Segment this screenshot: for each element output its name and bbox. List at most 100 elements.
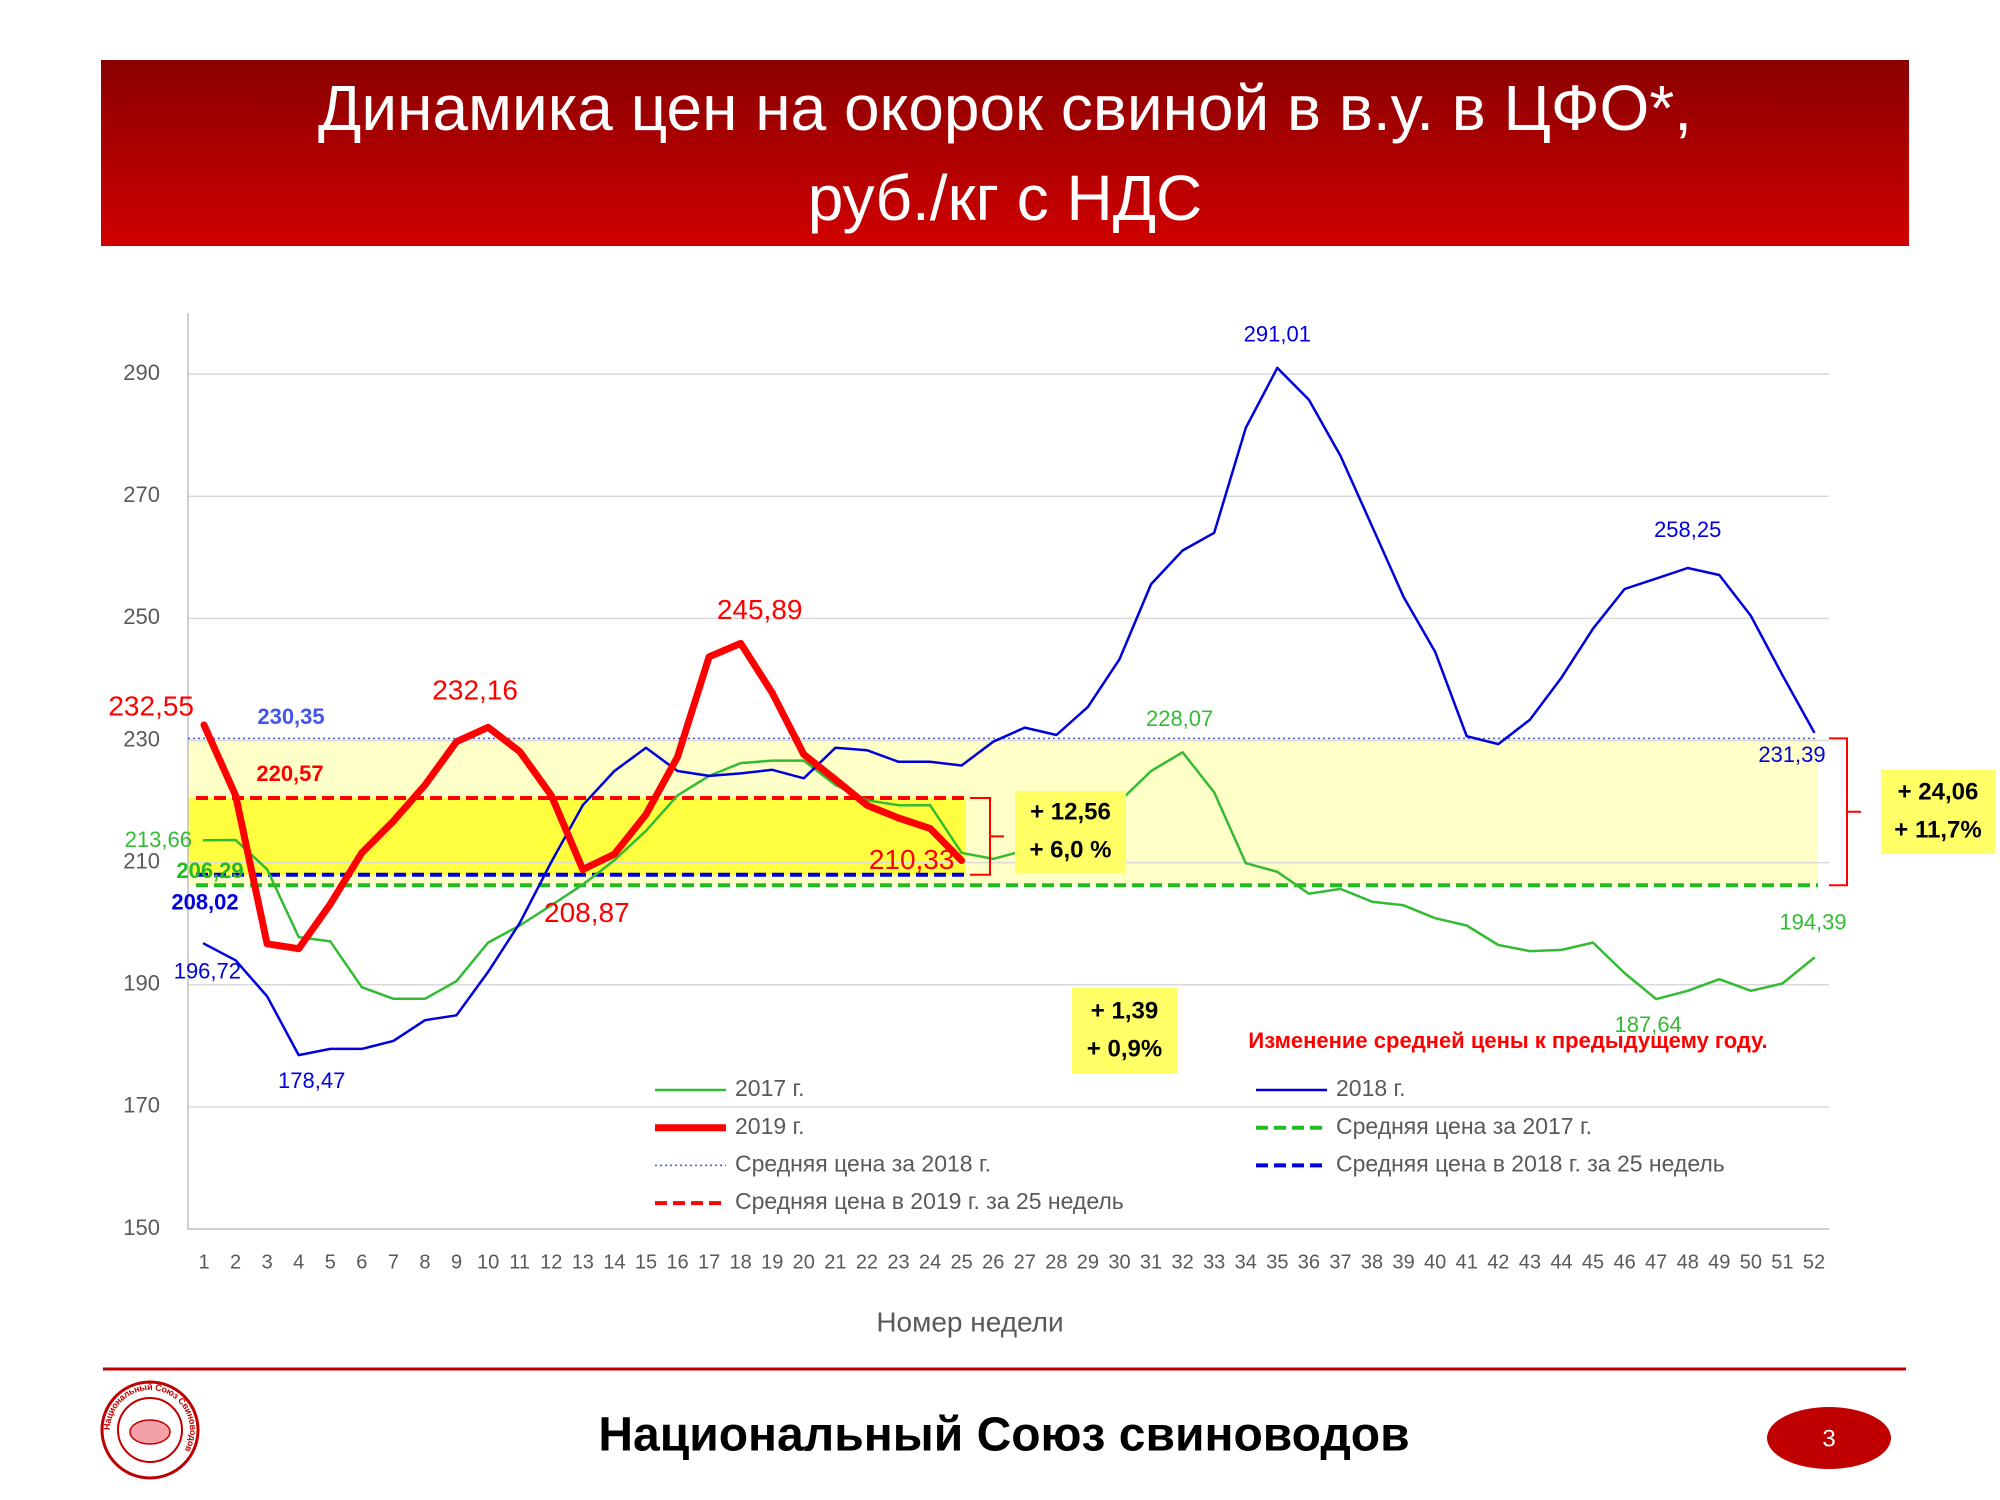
x-tick-label: 23 (887, 1251, 909, 1273)
x-tick-label: 46 (1613, 1251, 1635, 1273)
x-tick-label: 12 (540, 1251, 562, 1273)
y-tick-label: 270 (123, 482, 160, 507)
y-tick-label: 230 (123, 726, 160, 751)
comparison-box (1881, 770, 1995, 854)
x-tick-label: 22 (856, 1251, 878, 1273)
x-tick-label: 9 (451, 1251, 462, 1273)
x-tick-label: 7 (388, 1251, 399, 1273)
organization: Национальный Союз свиноводов (598, 1409, 1409, 1462)
x-tick-label: 33 (1203, 1251, 1225, 1273)
x-tick-label: 5 (325, 1251, 336, 1273)
reference-label: 230,35 (257, 704, 324, 729)
y-tick-label: 190 (123, 971, 160, 996)
title-line: Динамика цен на окорок свиной в в.у. в Ц… (318, 72, 1692, 144)
x-tick-label: 49 (1708, 1251, 1730, 1273)
x-tick-label: 17 (698, 1251, 720, 1273)
bracket (1829, 737, 1861, 887)
x-tick-label: 1 (198, 1251, 209, 1273)
x-tick-label: 2 (230, 1251, 241, 1273)
x-tick-label: 47 (1645, 1251, 1667, 1273)
y-tick-label: 290 (123, 360, 160, 385)
data-label: 228,07 (1146, 706, 1213, 731)
x-tick-label: 4 (293, 1251, 304, 1273)
page-badge (1767, 1407, 1891, 1469)
data-label: 208,87 (544, 897, 630, 928)
title-line: руб./кг с НДС (808, 162, 1203, 234)
data-label: 291,01 (1244, 322, 1311, 347)
comparison-box (1015, 791, 1126, 873)
x-tick-label: 28 (1045, 1251, 1067, 1273)
comparison-text: + 1,39 (1091, 997, 1158, 1024)
x-tick-label: 45 (1582, 1251, 1604, 1273)
x-tick-label: 34 (1235, 1251, 1257, 1273)
bracket (970, 797, 1004, 876)
comparison-text: + 24,06 (1898, 778, 1979, 805)
y-tick-label: 250 (123, 604, 160, 629)
data-label: 210,33 (869, 844, 955, 875)
logo-pig (129, 1419, 171, 1445)
legend-label: Средняя цена в 2018 г. за 25 недель (1336, 1150, 1725, 1176)
x-tick-label: 48 (1677, 1251, 1699, 1273)
x-tick-label: 21 (824, 1251, 846, 1273)
legend-label: 2017 г. (735, 1075, 805, 1101)
x-tick-label: 11 (509, 1251, 530, 1273)
legend-label: 2019 г. (735, 1113, 805, 1139)
x-tick-label: 3 (262, 1251, 273, 1273)
x-tick-label: 30 (1108, 1251, 1130, 1273)
x-tick-label: 20 (793, 1251, 815, 1273)
page-number: 3 (1822, 1425, 1835, 1452)
data-label: 245,89 (717, 594, 803, 625)
data-label: 178,47 (278, 1068, 345, 1093)
y-tick-label: 150 (123, 1215, 160, 1240)
legend-label: Средняя цена за 2018 г. (735, 1150, 991, 1176)
x-tick-label: 40 (1424, 1251, 1446, 1273)
x-tick-label: 39 (1392, 1251, 1414, 1273)
x-tick-label: 50 (1740, 1251, 1762, 1273)
comparison-text: + 0,9% (1087, 1035, 1162, 1062)
x-tick-label: 41 (1456, 1251, 1478, 1273)
data-label: 213,66 (125, 827, 192, 852)
reference-label: 206,29 (176, 858, 243, 883)
x-tick-label: 52 (1803, 1251, 1825, 1273)
x-tick-label: 36 (1298, 1251, 1320, 1273)
x-tick-label: 10 (477, 1251, 499, 1273)
x-tick-label: 42 (1487, 1251, 1509, 1273)
x-tick-label: 38 (1361, 1251, 1383, 1273)
x-tick-label: 44 (1550, 1251, 1572, 1273)
x-tick-label: 6 (356, 1251, 367, 1273)
x-tick-label: 27 (1014, 1251, 1036, 1273)
x-tick-label: 24 (919, 1251, 941, 1273)
x-tick-label: 8 (419, 1251, 430, 1273)
series-line (200, 639, 966, 953)
x-tick-label: 31 (1140, 1251, 1162, 1273)
x-tick-label: 43 (1519, 1251, 1541, 1273)
comparison-box (1072, 988, 1177, 1074)
x-tick-label: 13 (572, 1251, 594, 1273)
x-tick-label: 14 (603, 1251, 625, 1273)
y-tick-label: 170 (123, 1093, 160, 1118)
x-tick-label: 37 (1329, 1251, 1351, 1273)
x-tick-label: 18 (730, 1251, 752, 1273)
x-tick-label: 51 (1771, 1251, 1793, 1273)
comparison-text: + 6,0 % (1029, 836, 1111, 863)
y-tick-label: 210 (123, 848, 160, 873)
x-tick-label: 25 (951, 1251, 973, 1273)
data-label: 187,64 (1615, 1012, 1682, 1037)
data-label: 231,39 (1758, 742, 1825, 767)
data-label: 196,72 (174, 959, 241, 984)
data-label: 232,55 (108, 690, 194, 721)
legend-label: 2018 г. (1336, 1075, 1406, 1101)
header-bar (101, 60, 1909, 246)
legend-label: Средняя цена в 2019 г. за 25 недель (735, 1188, 1124, 1214)
series-line (202, 751, 1816, 1001)
legend-label: Средняя цена за 2017 г. (1336, 1113, 1592, 1139)
x-tick-label: 35 (1266, 1251, 1288, 1273)
x-tick-label: 19 (761, 1251, 783, 1273)
x-axis-title: Номер недели (876, 1306, 1063, 1337)
data-label: 232,16 (432, 675, 518, 706)
note: Изменение средней цены к предыдущему год… (1248, 1028, 1767, 1053)
reference-label: 208,02 (171, 890, 238, 915)
